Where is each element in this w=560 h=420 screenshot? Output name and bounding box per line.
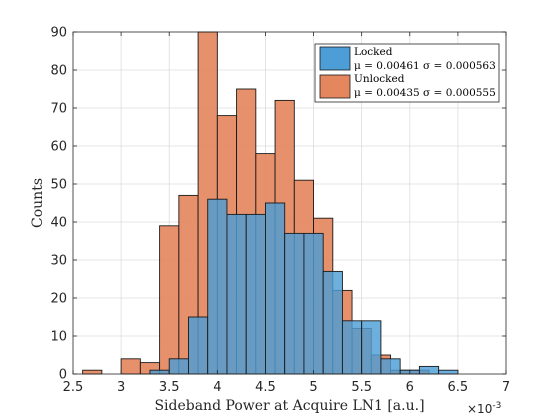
locked-bar xyxy=(380,358,401,375)
x-tick-label: 3.5 xyxy=(159,380,180,395)
locked-bar xyxy=(168,358,189,375)
legend-locked-stats: μ = 0.00461 σ = 0.000563 xyxy=(354,60,496,72)
x-tick-label: 3 xyxy=(117,380,125,395)
x-tick-label: 5 xyxy=(309,380,317,395)
y-tick-label: 0 xyxy=(59,368,67,383)
y-tick-label: 20 xyxy=(50,292,67,307)
locked-bar xyxy=(438,369,459,375)
x-exponent-power: -3 xyxy=(492,401,501,411)
legend: Locked μ = 0.00461 σ = 0.000563 Unlocked… xyxy=(314,43,500,103)
x-tick-label: 2.5 xyxy=(63,380,84,395)
legend-locked-name: Locked xyxy=(354,46,393,58)
locked-bar xyxy=(341,320,363,375)
locked-bar xyxy=(303,232,324,375)
y-tick-label: 70 xyxy=(50,102,67,117)
histogram-bars xyxy=(82,31,459,375)
y-tick-label: 80 xyxy=(50,64,67,79)
x-axis-label: Sideband Power at Acquire LN1 [a.u.] xyxy=(154,398,424,414)
y-tick-label: 40 xyxy=(50,216,67,231)
unlocked-bar xyxy=(82,369,103,375)
x-tick-label: 4.5 xyxy=(255,380,276,395)
y-tick-label: 10 xyxy=(50,330,67,345)
locked-bar xyxy=(188,316,209,375)
locked-bar xyxy=(418,365,440,375)
locked-bar xyxy=(245,213,266,375)
unlocked-bar xyxy=(120,358,141,375)
unlocked-bar xyxy=(159,225,180,375)
y-tick-label: 90 xyxy=(50,26,67,41)
x-exponent-base: ×10 xyxy=(467,402,492,416)
locked-bar xyxy=(207,198,228,375)
locked-bar xyxy=(322,270,343,375)
locked-bar xyxy=(264,202,286,375)
legend-unlocked-stats: μ = 0.00435 σ = 0.000555 xyxy=(354,87,496,99)
locked-bar xyxy=(284,232,305,375)
x-tick-label: 7 xyxy=(502,380,510,395)
locked-bar xyxy=(149,369,170,375)
locked-bar xyxy=(226,213,247,375)
x-tick-label: 5.5 xyxy=(351,380,372,395)
y-axis-label: Counts xyxy=(30,178,46,228)
y-tick-label: 30 xyxy=(50,254,67,269)
locked-bar xyxy=(361,320,382,375)
x-tick-label: 6 xyxy=(406,380,414,395)
x-exponent-label: ×10-3 xyxy=(467,401,501,416)
axes-box xyxy=(72,31,507,375)
x-tick-label: 6.5 xyxy=(448,380,469,395)
y-tick-label: 50 xyxy=(50,178,67,193)
x-tick-label: 4 xyxy=(213,380,221,395)
legend-swatch-locked xyxy=(319,46,351,71)
legend-unlocked-name: Unlocked xyxy=(354,73,405,85)
y-tick-label: 60 xyxy=(50,140,67,155)
legend-swatch-unlocked xyxy=(319,74,351,99)
